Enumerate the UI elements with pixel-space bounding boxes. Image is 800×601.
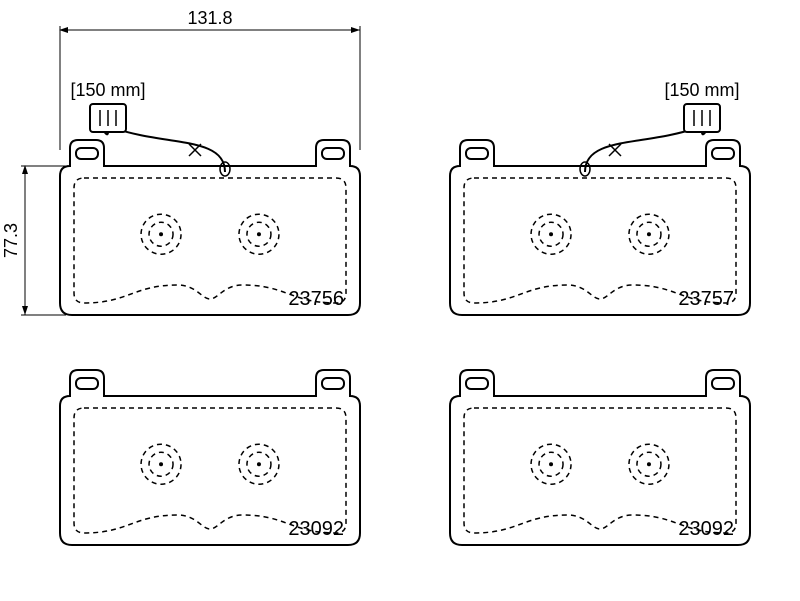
brake-pad-bot_right: 23092	[450, 370, 750, 545]
wire-length-label: [150 mm]	[70, 80, 145, 100]
ear-slot-left	[466, 378, 488, 389]
brake-pad-top_left: 23756 [150 mm]	[60, 80, 360, 315]
part-number: 23757	[678, 288, 734, 310]
rivet-center-1	[647, 462, 651, 466]
friction-material	[464, 178, 736, 303]
part-number: 23756	[288, 288, 344, 310]
brake-pad-bot_left: 23092	[60, 370, 360, 545]
ear-slot-left	[76, 378, 98, 389]
wire-length-label: [150 mm]	[664, 80, 739, 100]
rivet-center-0	[549, 232, 553, 236]
rivet-center-1	[257, 232, 261, 236]
rivet-center-1	[257, 462, 261, 466]
technical-drawing: 23756 [150 mm] 23757 [150 mm] 23092 23092 131.…	[0, 0, 800, 601]
ear-slot-right	[712, 148, 734, 159]
ear-slot-right	[322, 148, 344, 159]
brake-pad-top_right: 23757 [150 mm]	[450, 80, 750, 315]
friction-material	[74, 408, 346, 533]
dim-height-label: 77.3	[1, 223, 21, 258]
ear-slot-left	[466, 148, 488, 159]
ear-slot-right	[322, 378, 344, 389]
rivet-center-0	[159, 462, 163, 466]
ear-slot-left	[76, 148, 98, 159]
part-number: 23092	[288, 518, 344, 540]
rivet-center-0	[159, 232, 163, 236]
rivet-center-0	[549, 462, 553, 466]
friction-material	[464, 408, 736, 533]
dim-width-label: 131.8	[187, 8, 232, 28]
ear-slot-right	[712, 378, 734, 389]
friction-material	[74, 178, 346, 303]
part-number: 23092	[678, 518, 734, 540]
rivet-center-1	[647, 232, 651, 236]
